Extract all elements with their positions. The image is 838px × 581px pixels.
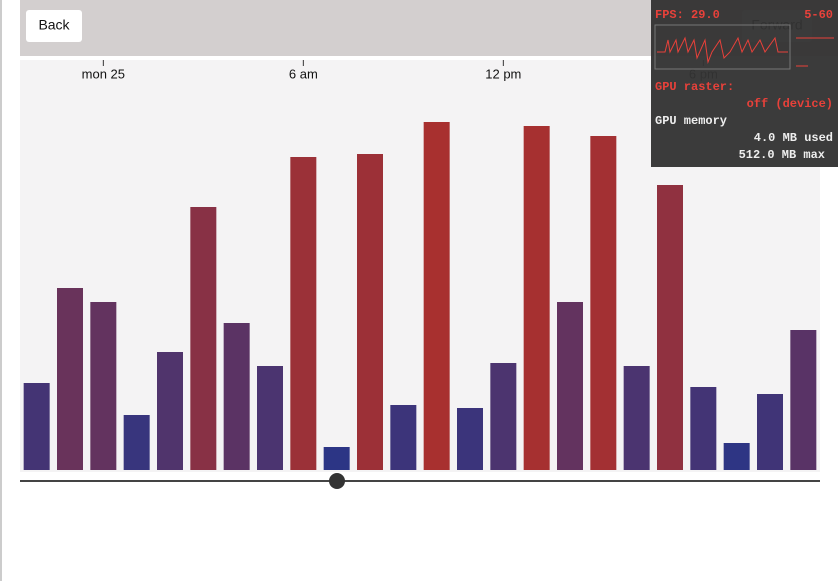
bar <box>223 323 250 470</box>
bar <box>657 185 683 470</box>
bar <box>123 415 150 470</box>
fps-text: FPS: 29.0 <box>655 8 720 22</box>
fps-graph-frame <box>654 24 791 70</box>
bar <box>90 302 117 470</box>
back-button[interactable] <box>26 10 82 42</box>
memory-label: GPU memory <box>655 114 727 128</box>
bar <box>590 136 617 470</box>
bar <box>157 352 183 470</box>
bar <box>423 122 450 470</box>
bar <box>757 394 783 470</box>
bar <box>257 366 283 470</box>
slider-knob[interactable] <box>329 473 345 489</box>
fps-overlay: FPS: 29.0 5-60 GPU raster: off (device) … <box>651 0 838 167</box>
bar <box>357 154 383 470</box>
bar <box>523 126 550 470</box>
bar <box>723 443 750 470</box>
fps-graph <box>657 36 788 64</box>
bar <box>623 366 650 470</box>
bar <box>190 207 217 470</box>
memory-max: 512.0 MB max <box>739 148 825 162</box>
x-tick-label: 12 pm <box>485 66 521 81</box>
raster-value: off (device) <box>747 97 833 111</box>
memory-used: 4.0 MB used <box>754 131 833 145</box>
raster-label: GPU raster: <box>655 80 734 94</box>
back-label[interactable]: Back <box>38 17 70 33</box>
bar <box>390 405 417 470</box>
bar <box>490 363 517 470</box>
bar <box>457 408 483 470</box>
bar <box>57 288 83 470</box>
bar <box>790 330 817 470</box>
left-edge <box>0 0 2 581</box>
x-tick-label: 6 am <box>289 66 318 81</box>
fps-range: 5-60 <box>804 8 833 22</box>
overlay-panel <box>651 0 838 167</box>
x-tick-label: mon 25 <box>82 66 125 81</box>
bar <box>23 383 50 470</box>
bar <box>290 157 317 470</box>
bar <box>690 387 717 470</box>
bar <box>557 302 583 470</box>
bar <box>323 447 350 470</box>
